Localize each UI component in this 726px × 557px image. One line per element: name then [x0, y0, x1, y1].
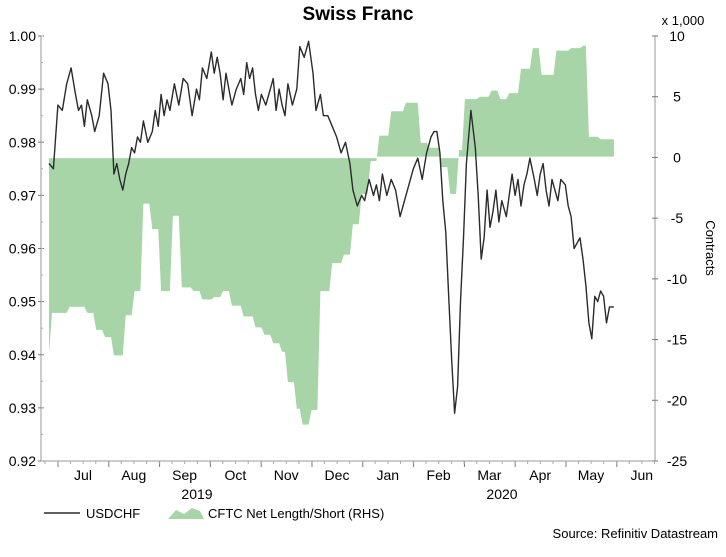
- month-label: Aug: [121, 467, 146, 483]
- left-tick-label: 0.96: [9, 241, 36, 257]
- left-tick-label: 0.94: [9, 347, 36, 363]
- month-label: Mar: [477, 467, 501, 483]
- legend-usdchf-label: USDCHF: [86, 506, 140, 521]
- month-label: Feb: [427, 467, 451, 483]
- right-tick-label: -10: [667, 271, 687, 287]
- right-tick-label: -25: [667, 453, 687, 469]
- legend: USDCHF CFTC Net Length/Short (RHS): [44, 506, 384, 521]
- tick-label-layer: 0.92 0.93 0.94 0.95 0.96 0.97 0.98 0.99 1.00 -25 -…: [9, 28, 688, 502]
- legend-cftc-label: CFTC Net Length/Short (RHS): [208, 506, 384, 521]
- right-tick-label: -5: [671, 210, 684, 226]
- legend-cftc-swatch: [168, 508, 204, 519]
- left-tick-label: 0.97: [9, 187, 36, 203]
- cftc-area-layer: [41, 45, 655, 425]
- usdchf-line-layer: [48, 40, 614, 414]
- right-tick-label: 5: [673, 89, 681, 105]
- left-tick-label: 0.92: [9, 453, 36, 469]
- year-label: 2020: [486, 486, 517, 502]
- month-label: Jul: [74, 467, 92, 483]
- month-label: Sep: [172, 467, 197, 483]
- axes-layer: [38, 35, 658, 467]
- cftc-net-area: [49, 45, 614, 425]
- month-label: Dec: [325, 467, 350, 483]
- left-tick-label: 0.93: [9, 400, 36, 416]
- month-label: Jan: [377, 467, 400, 483]
- month-label: Oct: [225, 467, 247, 483]
- month-label: Apr: [529, 467, 551, 483]
- right-axis-label: Contracts: [703, 220, 718, 276]
- right-tick-label: 0: [673, 149, 681, 165]
- right-tick-label: -20: [667, 392, 687, 408]
- left-tick-label: 1.00: [9, 28, 36, 44]
- source-note: Source: Refinitiv Datastream: [553, 526, 718, 541]
- right-axis-multiplier: x 1,000: [662, 13, 705, 28]
- month-label: Jun: [631, 467, 654, 483]
- left-tick-label: 0.95: [9, 294, 36, 310]
- left-tick-label: 0.99: [9, 81, 36, 97]
- month-label: Nov: [274, 467, 299, 483]
- chart-title: Swiss Franc: [303, 4, 414, 25]
- right-tick-label: -15: [667, 332, 687, 348]
- year-label: 2019: [181, 486, 212, 502]
- month-label: May: [578, 467, 604, 483]
- right-tick-label: 10: [669, 28, 685, 44]
- usdchf-line: [48, 40, 614, 414]
- left-tick-label: 0.98: [9, 134, 36, 150]
